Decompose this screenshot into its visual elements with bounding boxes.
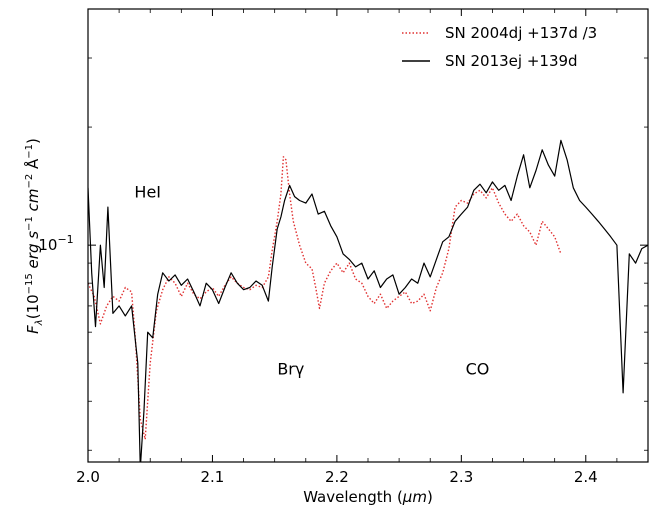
annotation: HeI xyxy=(134,183,161,202)
x-tick-label: 2.0 xyxy=(76,468,100,486)
legend-label-sn2004dj: SN 2004dj +137d /3 xyxy=(445,24,597,42)
x-axis-label: Wavelength (μm) xyxy=(303,488,433,506)
x-tick-label: 2.2 xyxy=(325,468,349,486)
series-layer xyxy=(88,139,648,462)
x-tick-label: 2.4 xyxy=(574,468,598,486)
x-tick-label: 2.3 xyxy=(449,468,473,486)
y-tick-label: 10−1 xyxy=(38,233,73,254)
y-axis-label: Fλ(10−15 erg s−1 cm−2 Å−1) xyxy=(23,138,45,334)
annotation: CO xyxy=(466,359,490,378)
plot-frame xyxy=(87,8,649,463)
annotations-layer: HeI Brγ CO xyxy=(134,183,489,379)
legend: SN 2004dj +137d /3 SN 2013ej +139d xyxy=(402,24,597,70)
annotation: Brγ xyxy=(277,359,304,378)
x-tick-label: 2.1 xyxy=(201,468,225,486)
series-line-0 xyxy=(88,156,562,440)
ticks-layer: 2.0 2.1 2.2 2.3 2.4 10−1 xyxy=(38,8,649,486)
legend-label-sn2013ej: SN 2013ej +139d xyxy=(445,52,578,70)
series-line-1 xyxy=(88,139,648,462)
